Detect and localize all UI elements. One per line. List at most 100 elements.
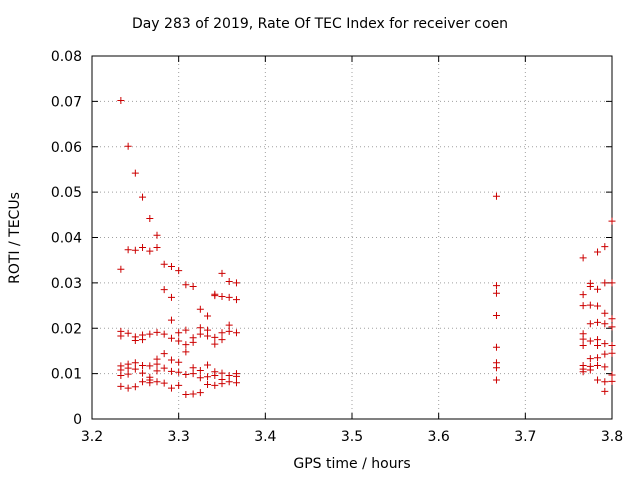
data-point (579, 291, 587, 299)
data-point (601, 350, 609, 358)
chart-title: Day 283 of 2019, Rate Of TEC Index for r… (131, 16, 509, 32)
data-point (196, 330, 204, 338)
data-point (232, 379, 240, 387)
data-point (196, 324, 204, 332)
data-point (225, 327, 233, 335)
data-point (594, 318, 602, 326)
x-tick-label: 3.3 (168, 429, 190, 445)
data-point (167, 356, 175, 364)
data-point (204, 381, 212, 389)
x-tick-label: 3.5 (341, 429, 363, 445)
data-point (601, 320, 609, 328)
data-point (182, 371, 190, 379)
y-tick-label: 0.04 (51, 231, 82, 247)
data-point (139, 243, 147, 251)
data-point (146, 376, 154, 384)
data-point (601, 363, 609, 371)
data-point (167, 316, 175, 324)
data-point (117, 382, 125, 390)
data-point (218, 269, 226, 277)
data-point (594, 285, 602, 293)
data-point (167, 263, 175, 271)
data-point (175, 329, 183, 337)
data-point (586, 320, 594, 328)
data-point (175, 368, 183, 376)
x-tick-label: 3.8 (601, 429, 623, 445)
y-tick-label: 0.03 (51, 276, 82, 292)
data-point (492, 192, 500, 200)
data-point (492, 312, 500, 320)
data-point (594, 361, 602, 369)
data-point (204, 373, 212, 381)
data-point (124, 329, 132, 337)
data-point (218, 336, 226, 344)
data-point (211, 340, 219, 348)
data-point (124, 142, 132, 150)
data-point (182, 326, 190, 334)
data-point (182, 348, 190, 356)
y-tick-label: 0.05 (51, 185, 82, 201)
data-point (124, 364, 132, 372)
data-point (601, 309, 609, 317)
data-point (225, 378, 233, 386)
data-point (586, 301, 594, 309)
data-point (608, 377, 616, 385)
data-point (232, 279, 240, 287)
data-point (579, 335, 587, 343)
data-point (608, 315, 616, 323)
data-point (218, 329, 226, 337)
data-point (175, 381, 183, 389)
data-point (167, 334, 175, 342)
data-point (218, 369, 226, 377)
data-point (204, 361, 212, 369)
data-point (204, 312, 212, 320)
data-point (117, 265, 125, 273)
data-point (579, 368, 587, 376)
y-tick-label: 0.06 (51, 140, 82, 156)
data-point (160, 260, 168, 268)
data-point (232, 372, 240, 380)
data-point (601, 387, 609, 395)
x-tick-label: 3.7 (514, 429, 536, 445)
data-point (232, 329, 240, 337)
data-point (146, 247, 154, 255)
data-point (594, 341, 602, 349)
data-point (608, 341, 616, 349)
data-point (117, 371, 125, 379)
data-point (608, 217, 616, 225)
data-point (131, 383, 139, 391)
x-tick-label: 3.6 (428, 429, 450, 445)
data-point (131, 337, 139, 345)
data-point (196, 374, 204, 382)
y-tick-label: 0 (73, 412, 82, 428)
data-point (225, 293, 233, 301)
data-point (608, 349, 616, 357)
data-point (204, 326, 212, 334)
data-point (146, 330, 154, 338)
x-axis-label: GPS time / hours (293, 456, 411, 472)
data-point (594, 248, 602, 256)
data-point (124, 370, 132, 378)
data-point (124, 384, 132, 392)
data-point (139, 336, 147, 344)
data-point (131, 365, 139, 373)
data-point (117, 96, 125, 104)
y-tick-label: 0.07 (51, 94, 82, 110)
data-point (153, 378, 161, 386)
data-point (225, 278, 233, 286)
data-point (175, 337, 183, 345)
data-point (608, 279, 616, 287)
data-point (211, 333, 219, 341)
data-point (211, 381, 219, 389)
data-point (492, 364, 500, 372)
data-point (124, 246, 132, 254)
x-tick-label: 3.4 (254, 429, 276, 445)
data-point (196, 389, 204, 397)
data-point (131, 169, 139, 177)
data-point (182, 341, 190, 349)
data-point (218, 292, 226, 300)
data-point (175, 358, 183, 366)
data-point (492, 376, 500, 384)
data-point (139, 361, 147, 369)
